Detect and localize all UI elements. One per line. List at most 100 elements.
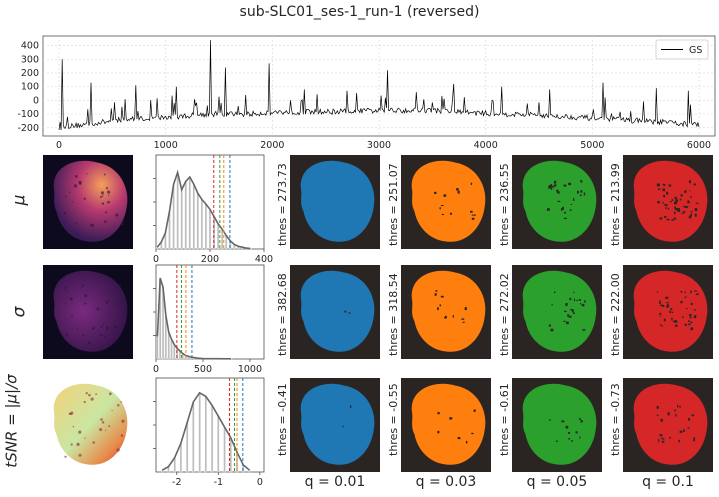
mask-hole xyxy=(568,182,572,186)
mask-hole xyxy=(673,217,677,220)
brain-map-speckle xyxy=(75,222,78,225)
brain-map-speckle xyxy=(92,441,95,444)
mask-hole xyxy=(679,198,682,201)
brain-map-speckle xyxy=(83,197,86,201)
histogram-bar-std xyxy=(156,336,159,360)
mask-hole xyxy=(680,300,683,304)
brain-map-speckle xyxy=(78,430,82,434)
histogram-xtick-label: -2 xyxy=(172,477,181,488)
threshold-label-r2-c2: thres = -0.61 xyxy=(498,383,511,456)
mask-hole xyxy=(564,310,567,313)
histogram-bar-mean xyxy=(192,184,195,250)
mask-hole xyxy=(690,211,693,213)
mask-hole xyxy=(568,315,572,318)
brain-map-speckle xyxy=(64,286,67,290)
mask-hole xyxy=(449,212,453,215)
mask-hole xyxy=(675,199,679,202)
mask-hole xyxy=(576,299,578,302)
mask-hole xyxy=(552,185,555,188)
brain-map-speckle xyxy=(78,180,82,185)
mask-hole xyxy=(565,425,569,429)
column-label-q01: q = 0.01 xyxy=(304,474,366,490)
mask-hole xyxy=(683,205,686,208)
figure-title: sub-SLC01_ses-1_run-1 (reversed) xyxy=(239,4,480,20)
mask-hole xyxy=(656,414,659,416)
mask-hole xyxy=(568,438,570,440)
mask-hole xyxy=(439,207,441,210)
mask-hole xyxy=(434,191,437,194)
histogram-bar-mean xyxy=(180,189,183,250)
mask-hole xyxy=(443,194,447,197)
mask-hole xyxy=(674,409,676,412)
mask-hole xyxy=(661,440,665,443)
brain-map-speckle xyxy=(69,297,73,301)
brain-map-speckle xyxy=(116,448,120,452)
mask-hole xyxy=(666,218,670,221)
mask-hole xyxy=(695,202,699,204)
timeseries-xtick-label: 4000 xyxy=(474,140,498,151)
histogram-bar-mean xyxy=(196,193,200,250)
mask-hole xyxy=(659,324,662,326)
histogram-bar-mean xyxy=(204,203,208,250)
mask-hole xyxy=(563,217,567,220)
brain-map-speckle xyxy=(120,401,122,403)
brain-map-speckle xyxy=(115,213,119,217)
mask-hole xyxy=(570,203,573,206)
mask-hole xyxy=(582,329,586,331)
timeseries-xtick-label: 6000 xyxy=(687,140,711,151)
timeseries-ytick-label: 300 xyxy=(21,54,39,65)
threshold-label-r0-c3: thres = 213.99 xyxy=(609,163,622,246)
histogram-kde-mean xyxy=(156,169,251,250)
mask-hole xyxy=(562,206,565,210)
mask-hole xyxy=(690,195,692,199)
brain-map-speckle xyxy=(116,302,119,305)
mask-hole xyxy=(672,320,675,323)
mask-hole xyxy=(575,431,578,434)
brain-map-speckle xyxy=(122,220,124,223)
brain-map-speckle xyxy=(87,341,91,345)
brain-map-speckle xyxy=(72,425,75,428)
mask-hole xyxy=(437,430,440,434)
mask-hole xyxy=(688,180,691,184)
mask-hole xyxy=(434,293,437,296)
mask-hole xyxy=(564,211,567,214)
mask-hole xyxy=(688,215,692,219)
mask-hole xyxy=(674,211,676,215)
mask-hole xyxy=(678,439,681,443)
mask-hole xyxy=(563,184,567,187)
mask-hole xyxy=(554,291,556,294)
threshold-label-r1-c3: thres = 222.00 xyxy=(609,273,622,356)
mask-hole xyxy=(457,437,461,440)
mask-hole xyxy=(662,183,665,186)
mask-hole xyxy=(665,207,667,209)
brain-map-speckle xyxy=(78,453,82,457)
mask-hole xyxy=(659,300,661,302)
mask-hole xyxy=(567,314,569,317)
mask-hole xyxy=(671,219,675,221)
brain-map-speckle xyxy=(83,400,86,404)
mask-hole xyxy=(566,321,569,325)
mask-hole xyxy=(673,201,677,205)
mask-hole xyxy=(667,207,670,210)
brain-map-speckle xyxy=(107,300,110,302)
mask-hole xyxy=(342,425,344,428)
timeseries-ytick-label: 0 xyxy=(33,95,39,106)
mask-hole xyxy=(659,315,661,317)
mask-hole xyxy=(665,203,668,207)
mask-hole xyxy=(456,188,459,191)
mask-hole xyxy=(555,440,558,442)
brain-map-speckle xyxy=(102,323,105,325)
mask-hole xyxy=(580,302,582,305)
mask-hole xyxy=(677,404,679,408)
mask-hole xyxy=(693,438,696,442)
mask-hole xyxy=(659,313,662,315)
brain-map-speckle xyxy=(70,443,73,446)
mask-hole xyxy=(694,290,697,292)
brain-map-speckle xyxy=(71,201,74,203)
mask-hole xyxy=(656,183,660,187)
threshold-label-r1-c1: thres = 318.54 xyxy=(387,273,400,356)
mask-hole xyxy=(674,196,677,200)
mask-hole xyxy=(669,310,671,314)
mask-hole xyxy=(687,201,690,204)
